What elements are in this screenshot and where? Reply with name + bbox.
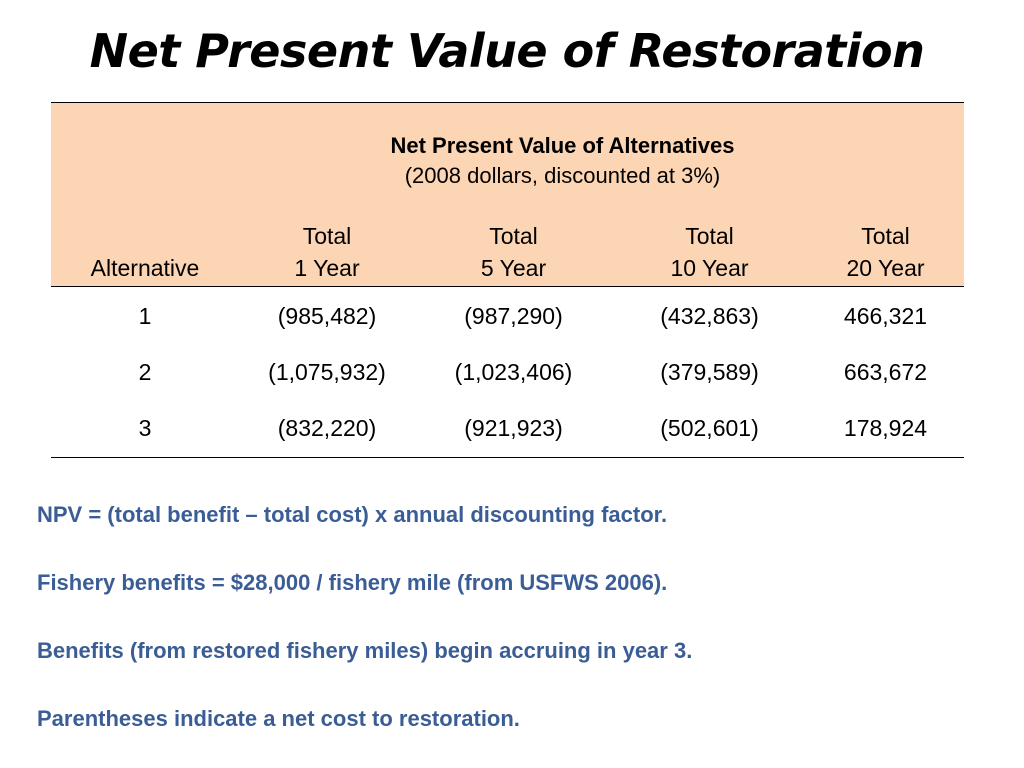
column-header-line1: Total xyxy=(685,223,734,249)
npv-table-container: Net Present Value of Alternatives (2008 … xyxy=(51,102,964,458)
table-cell: (1,075,932) xyxy=(268,358,386,385)
table-cell: 178,924 xyxy=(807,400,964,458)
table-caption-row: Net Present Value of Alternatives (2008 … xyxy=(51,102,964,215)
table-caption-subtitle: (2008 dollars, discounted at 3%) xyxy=(404,163,721,188)
slide-title: Net Present Value of Restoration xyxy=(89,24,925,78)
column-header-line1: Total xyxy=(302,223,352,249)
table-cell-alternative: 1 xyxy=(138,302,152,329)
column-header-line2: 1 Year xyxy=(294,255,360,281)
column-header-alternative: Alternative xyxy=(51,214,239,287)
column-header-line2: 5 Year xyxy=(480,255,547,281)
column-header-20-year: Total 20 Year xyxy=(807,214,964,287)
table-cell: (985,482) xyxy=(277,302,377,329)
table-row: 2 (1,075,932) (1,023,406) (379,589) 663,… xyxy=(51,344,964,401)
table-row: 1 (985,482) (987,290) (432,863) 466,321 xyxy=(51,287,964,344)
table-cell: (432,863) xyxy=(660,302,759,329)
column-header-line2: 10 Year xyxy=(670,255,749,281)
column-header-line2: 20 Year xyxy=(846,255,925,281)
table-row: 3 (832,220) (921,923) (502,601) 178,924 xyxy=(51,400,964,458)
note-fishery-benefits: Fishery benefits = $28,000 / fishery mil… xyxy=(37,570,668,595)
table-cell: (379,589) xyxy=(660,358,759,385)
table-cell: (987,290) xyxy=(464,302,563,329)
table-cell-alternative: 3 xyxy=(51,400,239,458)
table-caption-title: Net Present Value of Alternatives xyxy=(390,133,735,158)
column-header-line1: Total xyxy=(489,223,538,249)
table-cell: 466,321 xyxy=(843,302,928,329)
note-benefits-timing: Benefits (from restored fishery miles) b… xyxy=(37,638,693,663)
table-cell: 663,672 xyxy=(843,358,928,385)
column-header-line2: Alternative xyxy=(90,255,200,281)
column-header-5-year: Total 5 Year xyxy=(415,214,612,287)
table-cell: (921,923) xyxy=(415,400,612,458)
column-header-1-year: Total 1 Year xyxy=(239,214,415,287)
npv-table: Net Present Value of Alternatives (2008 … xyxy=(51,102,964,458)
table-cell: (502,601) xyxy=(612,400,807,458)
table-cell: (1,023,406) xyxy=(454,358,573,385)
table-cell-alternative: 2 xyxy=(138,358,152,385)
notes-list: NPV = (total benefit – total cost) x ann… xyxy=(37,498,997,768)
note-npv-formula: NPV = (total benefit – total cost) x ann… xyxy=(37,502,668,527)
column-header-10-year: Total 10 Year xyxy=(612,214,807,287)
column-header-line1: Total xyxy=(861,223,910,249)
note-parentheses: Parentheses indicate a net cost to resto… xyxy=(37,706,520,731)
table-header-row: Alternative Total 1 Year Total 5 Year To… xyxy=(51,214,964,287)
table-caption: Net Present Value of Alternatives (2008 … xyxy=(51,102,964,215)
table-cell: (832,220) xyxy=(239,400,415,458)
